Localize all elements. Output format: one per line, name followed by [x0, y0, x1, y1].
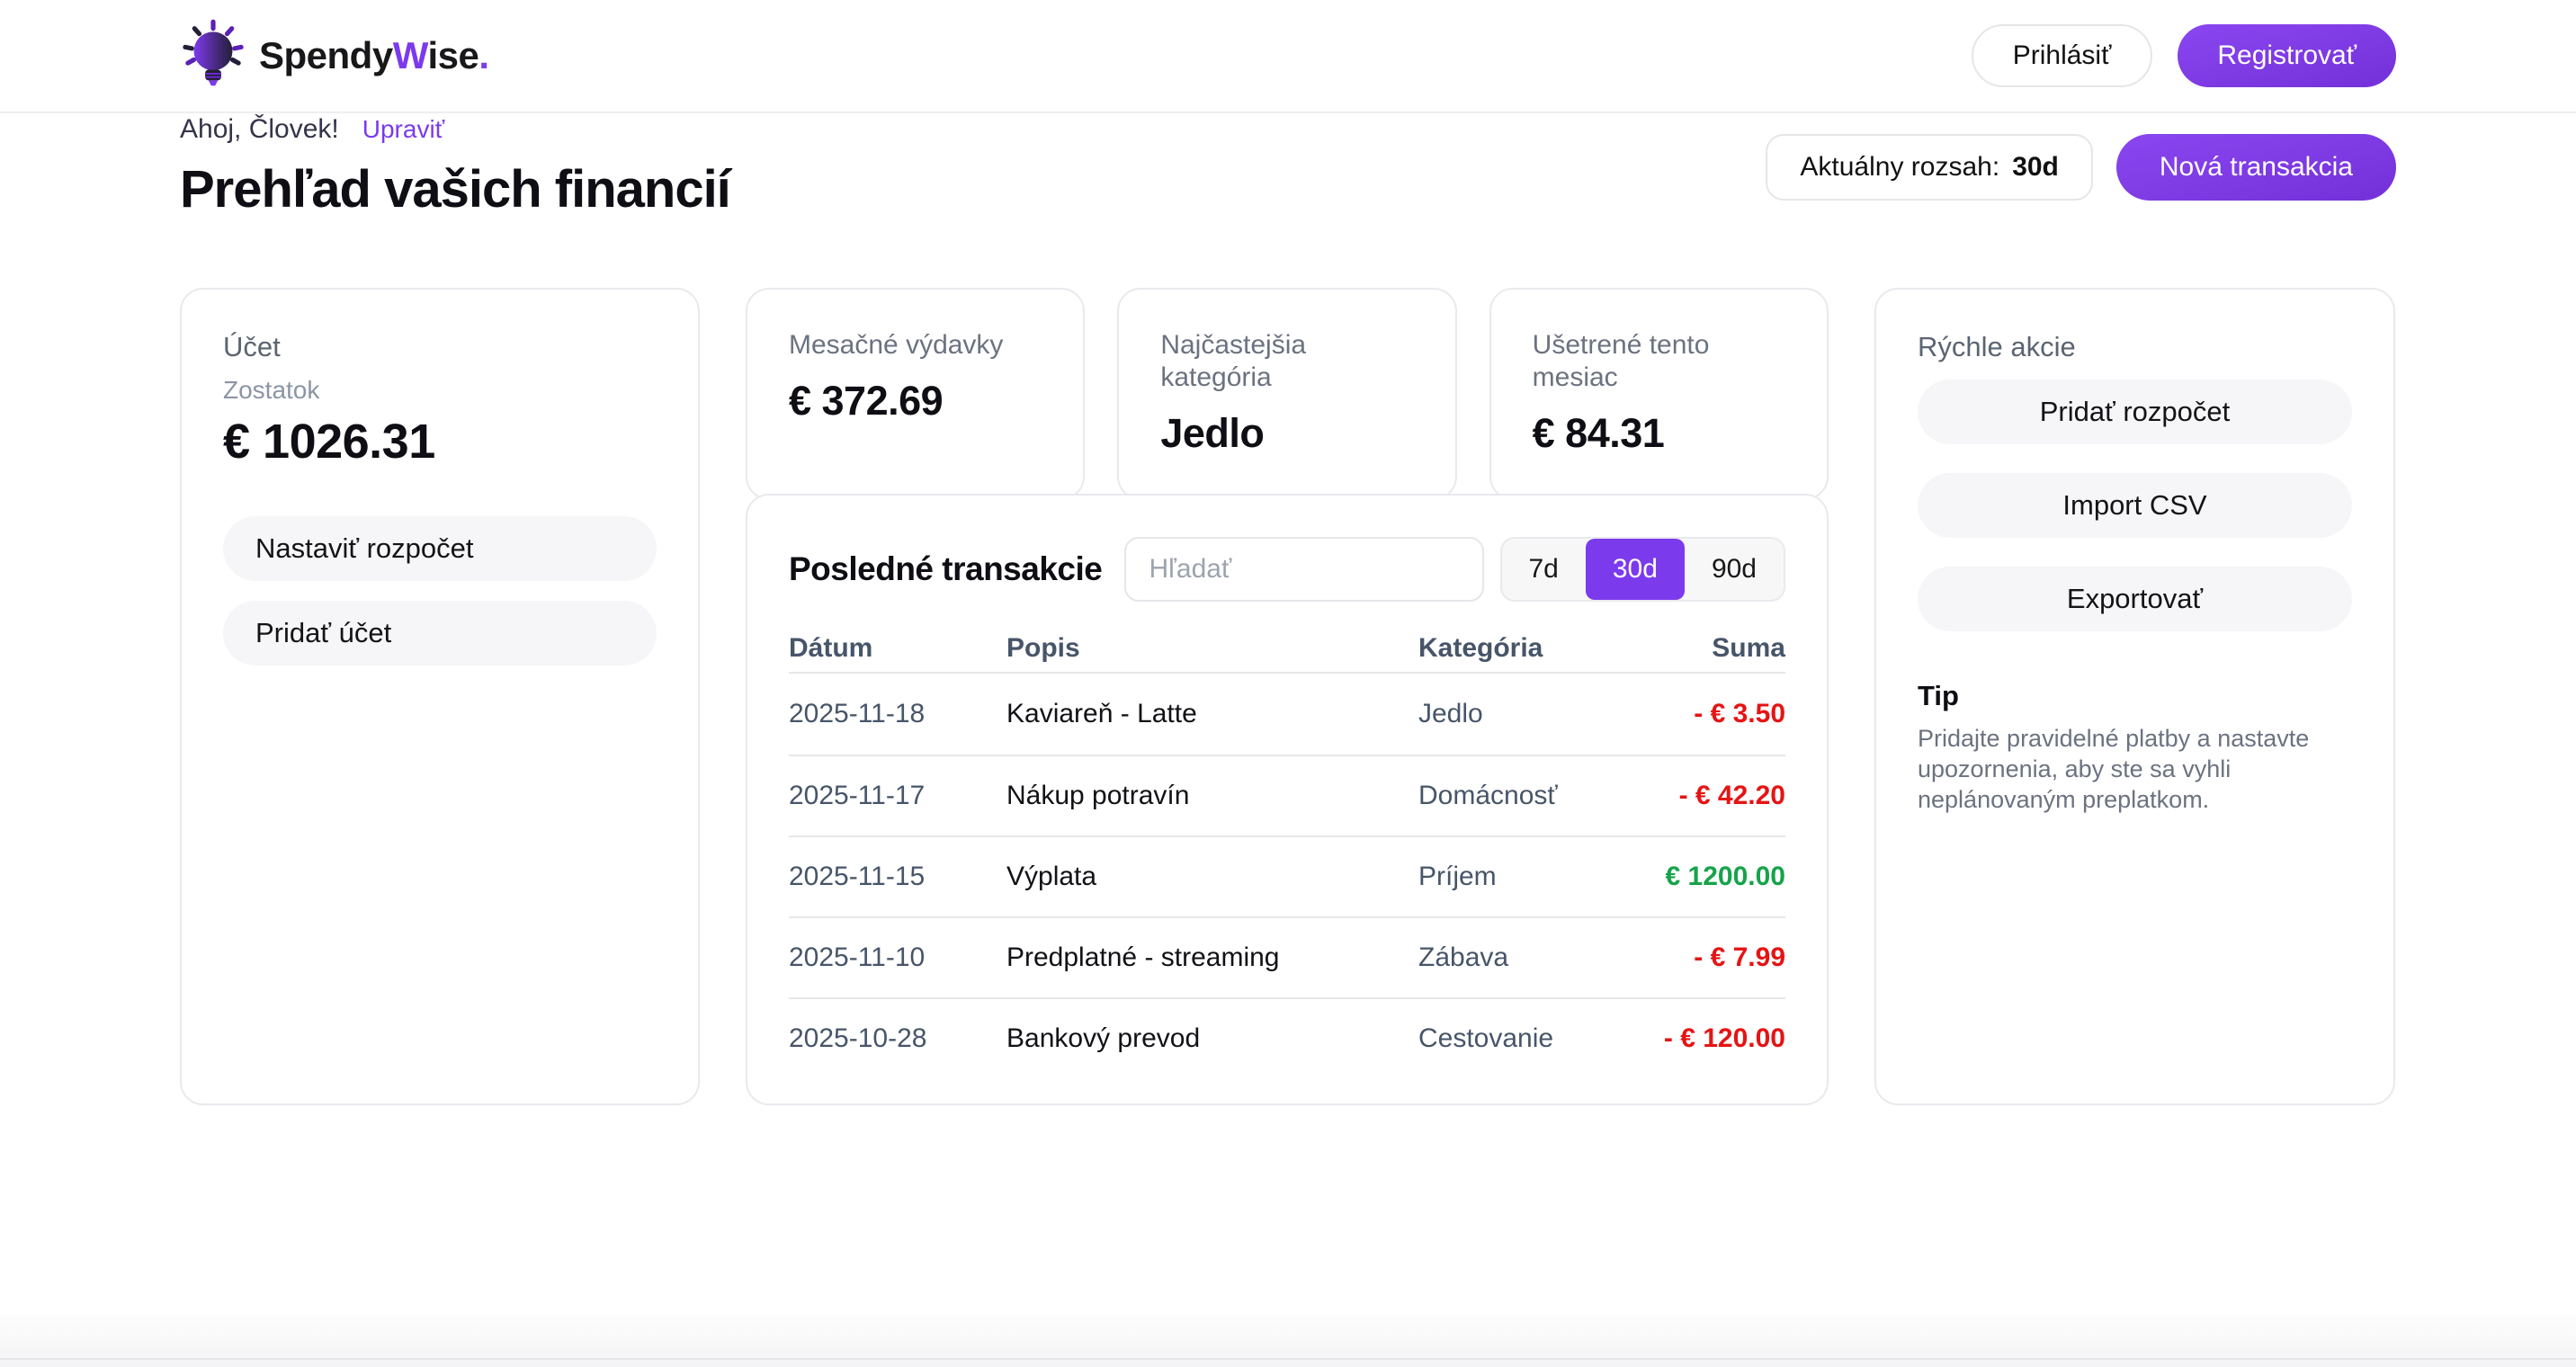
account-card: Účet Zostatok € 1026.31 Nastaviť rozpoče… — [180, 288, 700, 1105]
transactions-title: Posledné transakcie — [789, 550, 1103, 587]
tx-date: 2025-11-10 — [789, 943, 926, 972]
column-header-amount: Suma — [1712, 633, 1785, 663]
current-range-box: Aktuálny rozsah: 30d — [1766, 134, 2093, 201]
tx-description: Kaviareň - Latte — [1006, 699, 1197, 728]
tx-amount: - € 42.20 — [1678, 781, 1785, 810]
column-header-category: Kategória — [1418, 633, 1543, 663]
set-budget-button[interactable]: Nastaviť rozpočet — [223, 516, 657, 581]
table-row[interactable]: 2025-11-18 Kaviareň - Latte Jedlo - € 3.… — [789, 674, 1785, 755]
add-account-button[interactable]: Pridať účet — [223, 601, 657, 666]
range-value: 30d — [2012, 152, 2059, 182]
tx-amount: - € 120.00 — [1663, 1023, 1785, 1053]
column-header-description: Popis — [1006, 633, 1080, 663]
table-row[interactable]: 2025-11-15 Výplata Príjem € 1200.00 — [789, 835, 1785, 916]
tx-category: Zábava — [1418, 943, 1509, 972]
tx-date: 2025-11-17 — [789, 781, 926, 810]
stat-value: Jedlo — [1160, 410, 1265, 456]
quick-actions-title: Rýchle akcie — [1918, 331, 2076, 362]
stat-card-monthly-expenses: Mesačné výdavky € 372.69 — [746, 288, 1086, 500]
stat-card-saved-this-month: Ušetrené tento mesiac € 84.31 — [1489, 288, 1829, 500]
login-button[interactable]: Prihlásiť — [1971, 24, 2153, 87]
import-csv-button[interactable]: Import CSV — [1918, 473, 2352, 538]
table-row[interactable]: 2025-11-17 Nákup potravín Domácnosť - € … — [789, 755, 1785, 835]
tx-description: Predplatné - streaming — [1006, 943, 1280, 972]
tx-description: Nákup potravín — [1006, 781, 1190, 810]
tx-date: 2025-10-28 — [789, 1023, 927, 1053]
top-navbar: SpendyWise. Prihlásiť Registrovať — [0, 0, 2576, 113]
stat-label: Najčastejšia kategória — [1160, 330, 1307, 392]
tx-date: 2025-11-18 — [789, 699, 926, 728]
tx-category: Domácnosť — [1418, 781, 1558, 810]
stat-value: € 84.31 — [1532, 410, 1665, 456]
range-segmented-control: 7d 30d 90d — [1499, 537, 1785, 602]
stat-card-top-category: Najčastejšia kategória Jedlo — [1117, 288, 1457, 500]
brand-logo[interactable]: SpendyWise. — [180, 19, 489, 93]
stat-label: Mesačné výdavky — [789, 330, 1004, 360]
stat-value: € 372.69 — [789, 378, 944, 424]
transactions-panel: Posledné transakcie 7d 30d 90d Dátum Pop… — [746, 494, 1829, 1105]
column-header-date: Dátum — [789, 633, 873, 663]
tx-category: Príjem — [1418, 862, 1497, 891]
tx-category: Cestovanie — [1418, 1023, 1554, 1053]
tip-text: Pridajte pravidelné platby a nastavte up… — [1918, 725, 2310, 813]
footer-strip — [0, 1315, 2576, 1367]
search-input[interactable] — [1123, 537, 1484, 602]
range-label: Aktuálny rozsah: — [1800, 152, 2000, 182]
tx-category: Jedlo — [1418, 699, 1483, 728]
add-budget-button[interactable]: Pridať rozpočet — [1918, 380, 2352, 444]
brand-name: SpendyWise. — [259, 34, 489, 76]
tx-amount: - € 3.50 — [1694, 699, 1785, 728]
range-7d-button[interactable]: 7d — [1502, 539, 1586, 600]
tx-amount: € 1200.00 — [1665, 862, 1785, 891]
range-30d-button[interactable]: 30d — [1585, 539, 1685, 600]
tx-description: Bankový prevod — [1006, 1023, 1201, 1053]
edit-profile-link[interactable]: Upraviť — [362, 115, 445, 143]
main-column: Mesačné výdavky € 372.69 Najčastejšia ka… — [746, 288, 1829, 1105]
table-row[interactable]: 2025-10-28 Bankový prevod Cestovanie - €… — [789, 997, 1785, 1078]
new-transaction-button[interactable]: Nová transakcia — [2115, 134, 2396, 201]
lightbulb-icon — [180, 19, 246, 93]
quick-actions-card: Rýchle akcie Pridať rozpočet Import CSV … — [1874, 288, 2395, 1105]
range-90d-button[interactable]: 90d — [1685, 539, 1784, 600]
greeting-text: Ahoj, Človek! — [180, 114, 339, 144]
balance-label: Zostatok — [223, 376, 320, 404]
page-title: Prehľad vašich financií — [180, 160, 731, 219]
tip-title: Tip — [1918, 680, 1959, 711]
account-card-title: Účet — [223, 331, 281, 362]
tx-date: 2025-11-15 — [789, 862, 926, 891]
tx-amount: - € 7.99 — [1694, 943, 1785, 972]
table-row[interactable]: 2025-11-10 Predplatné - streaming Zábava… — [789, 916, 1785, 997]
balance-value: € 1026.31 — [223, 415, 435, 469]
register-button[interactable]: Registrovať — [2178, 24, 2396, 87]
table-header-row: Dátum Popis Kategória Suma — [789, 625, 1785, 674]
page-header: Ahoj, Človek! Upraviť Prehľad vašich fin… — [180, 113, 2396, 221]
stat-label: Ušetrené tento mesiac — [1532, 330, 1710, 392]
transactions-table: Dátum Popis Kategória Suma 2025-11-18 Ka… — [789, 625, 1785, 1078]
export-button[interactable]: Exportovať — [1918, 567, 2352, 631]
tx-description: Výplata — [1006, 862, 1097, 891]
